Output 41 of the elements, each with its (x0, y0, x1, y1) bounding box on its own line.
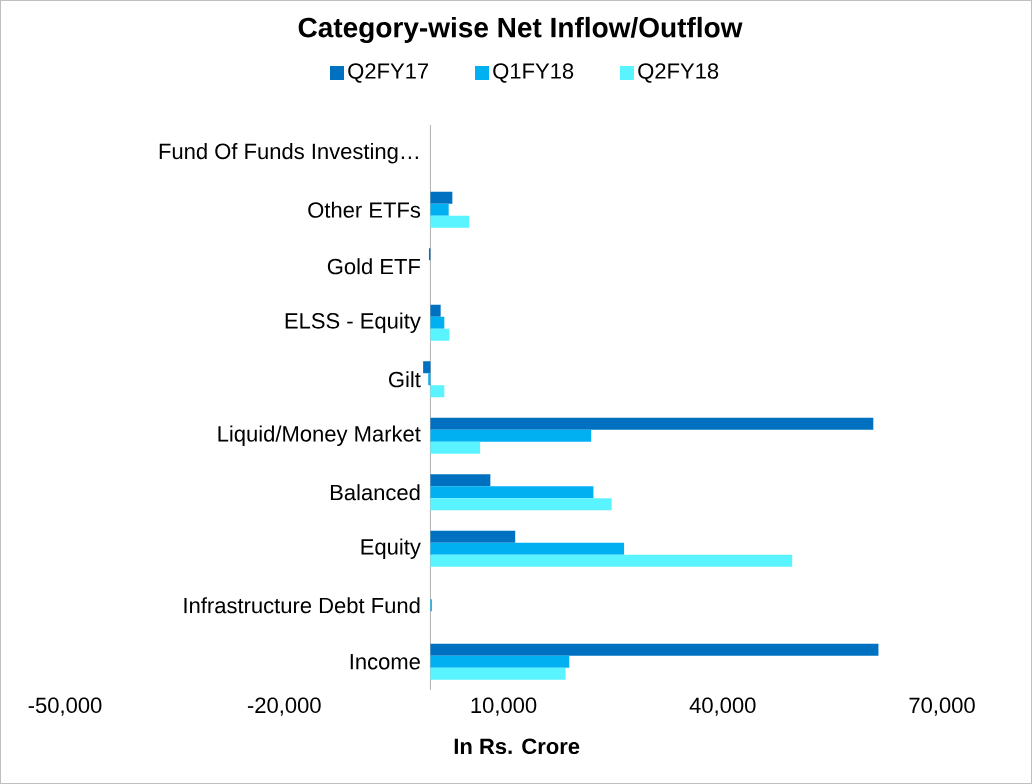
bar (430, 667, 566, 680)
bar (430, 530, 516, 543)
bar (430, 643, 879, 656)
bar (430, 441, 481, 454)
bar (430, 191, 453, 204)
bar (430, 542, 625, 555)
y-tick-label: Gold ETF (327, 258, 420, 275)
y-tick-label: Fund Of Funds Investing… (159, 142, 418, 164)
bar (430, 215, 470, 228)
bar (430, 486, 594, 499)
x-tick-label: -20,000 (247, 697, 321, 716)
y-tick-label: Liquid/Money Market (218, 425, 421, 446)
bar (430, 417, 874, 430)
bar (430, 328, 450, 341)
x-tick-label: 70,000 (909, 697, 975, 716)
y-tick-label: Other ETFs (308, 201, 421, 218)
x-axis-title: In Rs. Crore (454, 738, 580, 755)
legend-label: Q2FY17 (348, 63, 429, 83)
y-tick-label: Income (350, 654, 420, 670)
bar (430, 316, 445, 329)
legend-label: Q2FY18 (638, 63, 719, 83)
y-tick-label: Gilt (389, 371, 421, 388)
legend-label: Q1FY18 (493, 63, 574, 83)
x-tick-label: 40,000 (689, 697, 756, 716)
bar (428, 373, 431, 386)
y-tick-label: Balanced (330, 484, 420, 501)
bar (430, 655, 570, 668)
bar (430, 385, 445, 398)
bar (430, 304, 441, 317)
y-tick-label: ELSS - Equity (285, 312, 421, 333)
bar (430, 498, 612, 511)
x-tick-label: 10,000 (471, 697, 537, 716)
y-tick-label: Equity (361, 538, 421, 559)
bar (430, 554, 793, 567)
x-tick-label: -50,000 (28, 697, 102, 716)
bar (430, 474, 491, 487)
y-tick-label: Infrastructure Debt Fund (184, 597, 420, 614)
bar (423, 361, 431, 374)
bar (430, 203, 449, 216)
bar (430, 429, 592, 442)
chart-title: Category-wise Net Inflow/Outflow (298, 16, 743, 44)
